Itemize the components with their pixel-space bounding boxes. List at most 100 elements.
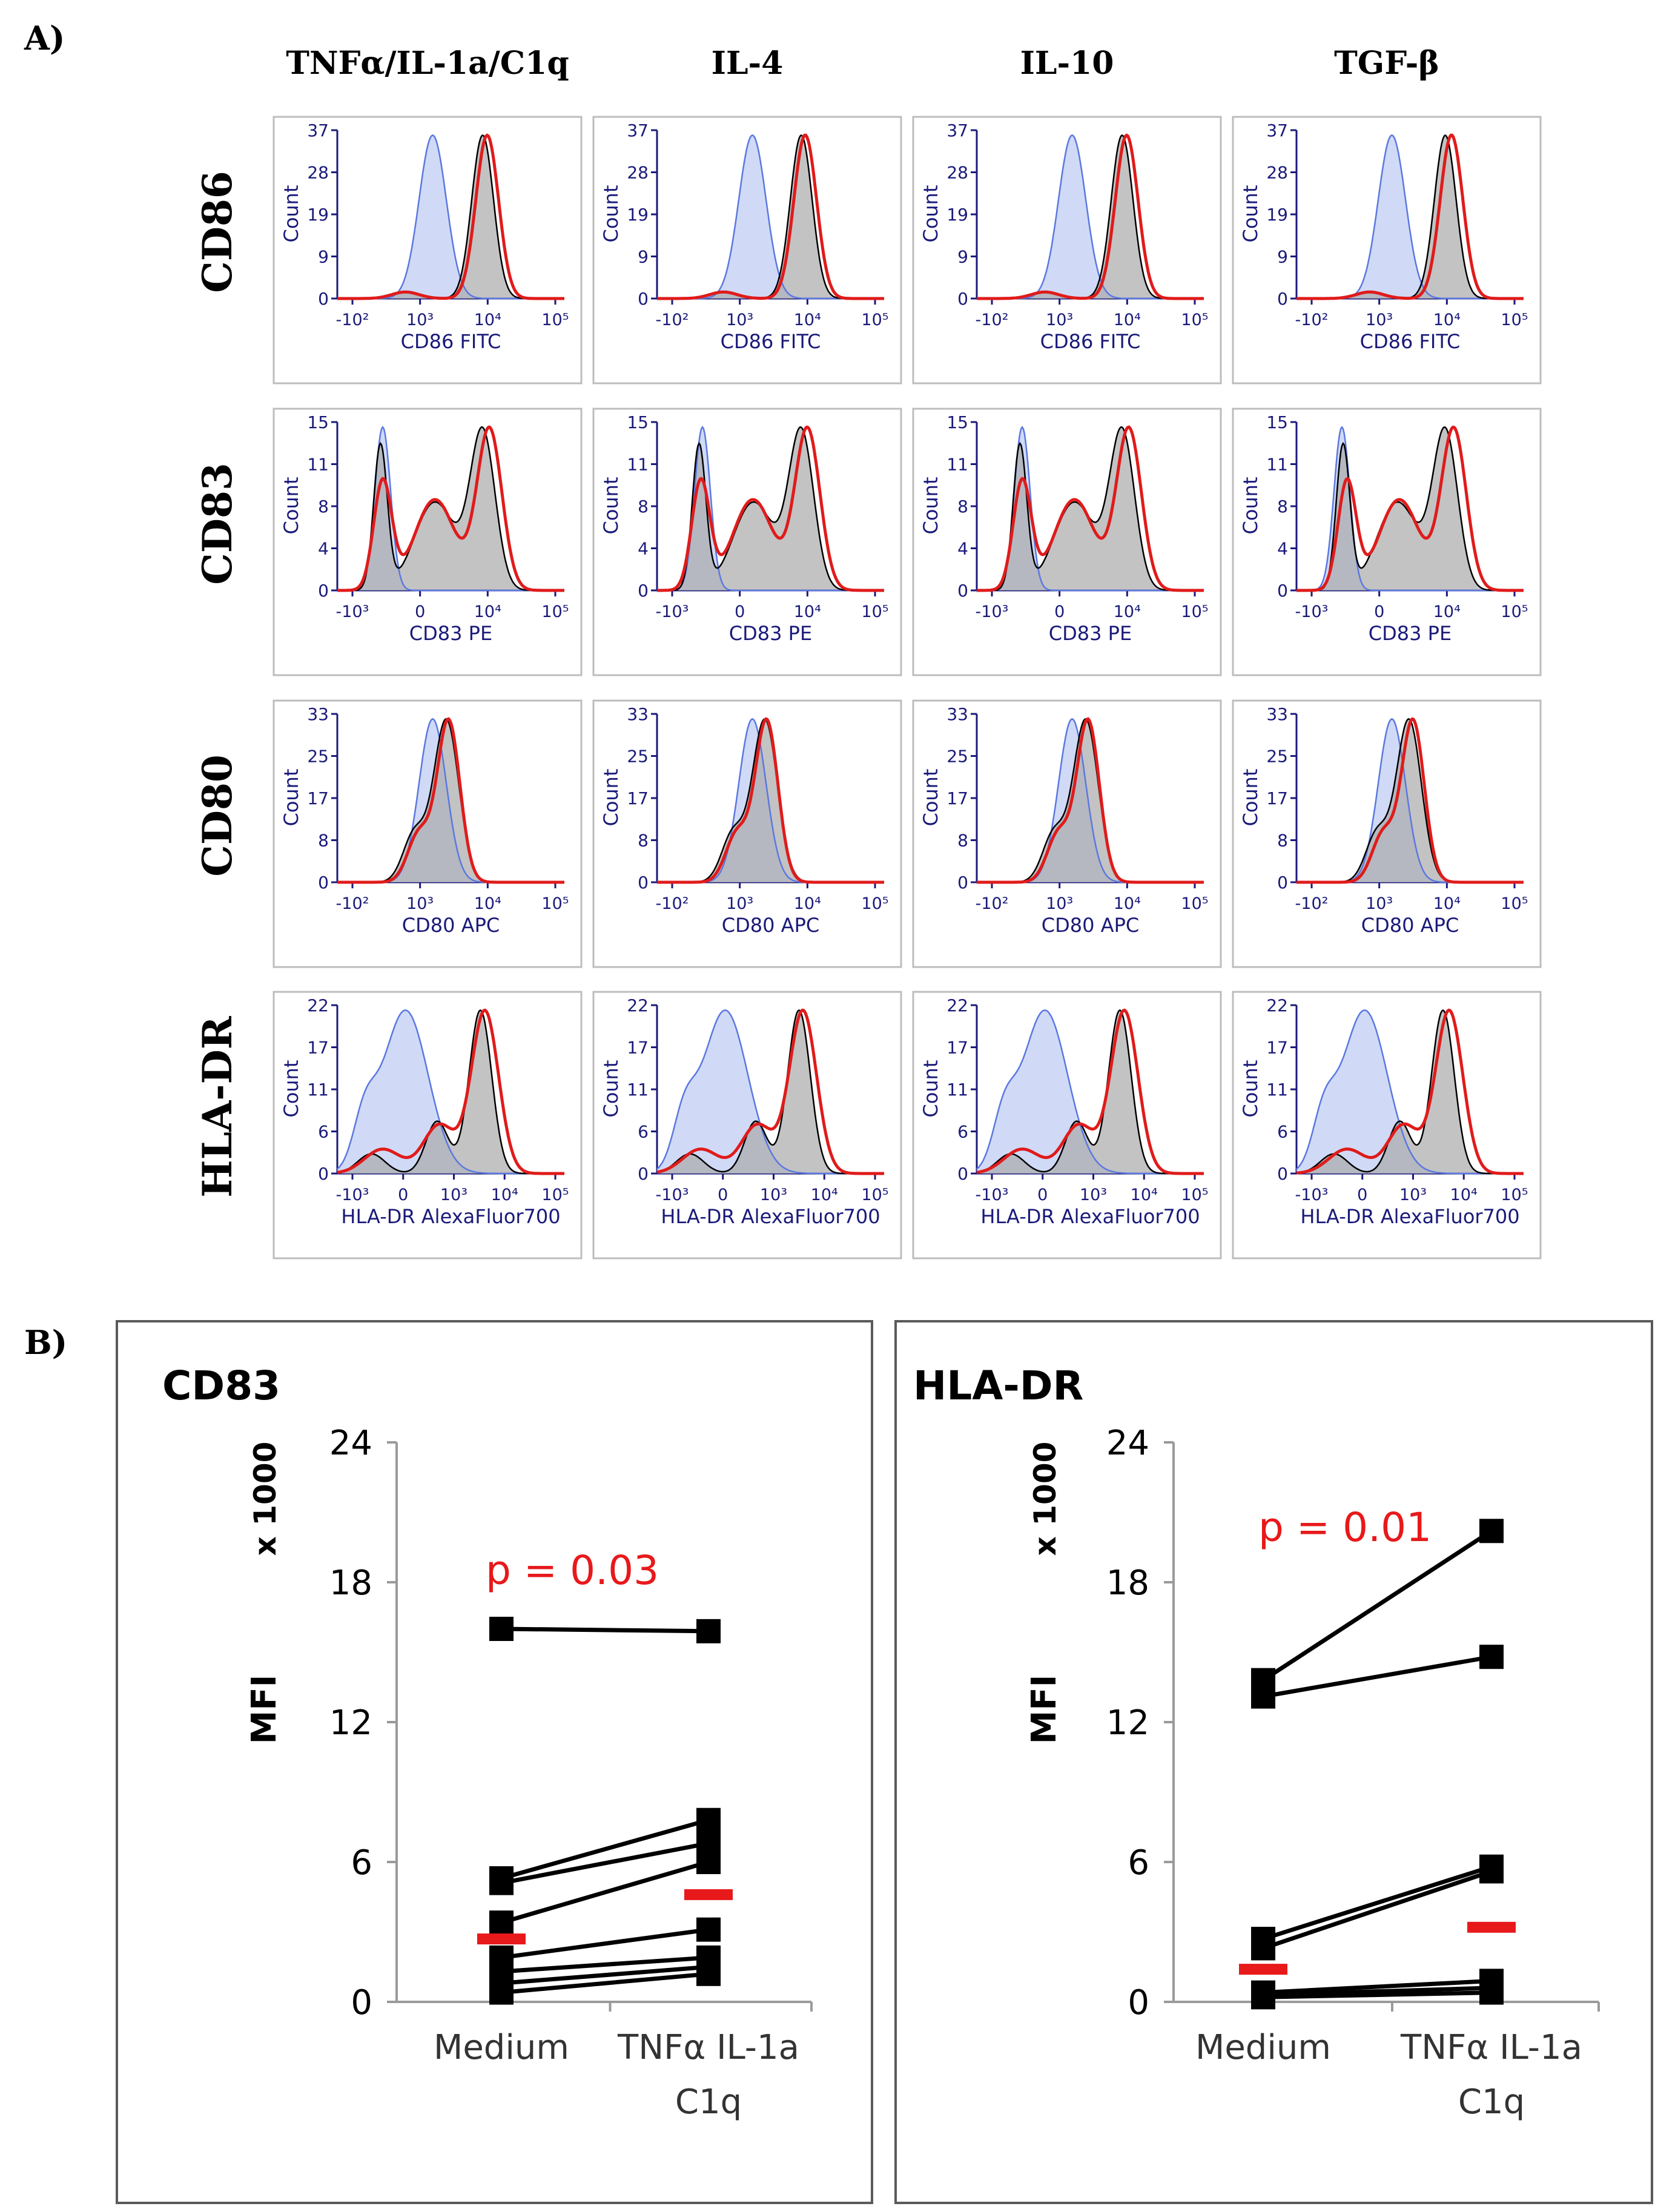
- chart-frame: [116, 1320, 873, 2204]
- treated-curve: [1296, 425, 1524, 592]
- histogram-y-tick-label: 11: [946, 1080, 968, 1100]
- histogram-y-tick-label: 4: [318, 539, 329, 559]
- donor-line: [501, 1626, 709, 1634]
- treated-curve: [337, 1008, 564, 1175]
- histogram-y-tick-label: 37: [627, 121, 649, 140]
- treated-curve: [977, 425, 1204, 592]
- histogram-x-tick-label: -10²: [656, 311, 689, 329]
- histogram-x-tick-label: 0: [415, 603, 425, 621]
- histogram-y-label: Count: [600, 477, 623, 534]
- isotype-fill: [657, 427, 884, 590]
- histogram-x-label: CD83 PE: [1369, 622, 1452, 645]
- chart-frame: [894, 1320, 1653, 2204]
- histogram-x-tick-label: 10⁴: [1114, 603, 1141, 621]
- y-tick-label: 24: [329, 1424, 372, 1463]
- histogram-x-tick-label: -10²: [656, 894, 689, 913]
- panel-a-label: A): [24, 19, 65, 58]
- histogram-panel: 0 4 8 11 15 Count -10³ 0 10⁴ 10⁵ CD83 PE: [592, 408, 902, 676]
- histogram-y-label: Count: [280, 477, 303, 534]
- histogram-y-tick-label: 8: [638, 497, 649, 517]
- histogram-x-tick-label: 10⁵: [1181, 1186, 1208, 1204]
- donor-line: [1263, 1978, 1492, 1995]
- p-value: p = 0.01: [1258, 1504, 1432, 1551]
- histogram-x-tick-label: 10⁴: [794, 603, 821, 621]
- donor-line: [501, 1841, 709, 1886]
- histogram-x-label: HLA-DR AlexaFluor700: [661, 1205, 880, 1228]
- condition-header: TNFα/IL-1a/C1q: [286, 45, 569, 82]
- histogram-x-tick-label: 10⁴: [1450, 1186, 1478, 1204]
- histogram-y-label: Count: [600, 1060, 623, 1117]
- histogram-y-label: Count: [280, 1060, 303, 1117]
- treated-curve: [337, 717, 564, 884]
- isotype-fill: [977, 427, 1204, 590]
- histogram-x-tick-label: 0: [1037, 1186, 1048, 1204]
- histogram-y-tick-label: 19: [946, 205, 968, 225]
- histogram-x-tick-label: 10⁴: [1131, 1186, 1158, 1204]
- histogram-y-tick-label: 17: [627, 788, 649, 808]
- histogram-x-tick-label: 10⁵: [541, 311, 569, 329]
- histogram-y-tick-label: 17: [627, 1038, 649, 1058]
- treated-curve: [977, 717, 1204, 884]
- y-axis-label: MFI: [245, 1675, 284, 1745]
- histogram-x-tick-label: -10³: [976, 1186, 1009, 1204]
- data-point: [1479, 1980, 1504, 2005]
- x-category-sublabel: C1q: [1458, 2082, 1525, 2122]
- histogram-panel: 0 9 19 28 37 Count -10² 10³ 10⁴ 10⁵ CD86 FITC: [273, 116, 583, 385]
- histogram-x-tick-label: 10⁵: [861, 894, 888, 913]
- histogram-panel: 0 9 19 28 37 Count -10² 10³ 10⁴ 10⁵ CD86 FITC: [912, 116, 1222, 385]
- histogram-x-tick-label: 10⁵: [1501, 1186, 1528, 1204]
- histogram-y-tick-label: 0: [1277, 581, 1288, 601]
- treated-curve: [337, 425, 564, 592]
- histogram-x-label: CD83 PE: [409, 622, 492, 645]
- histogram-x-tick-label: 10⁴: [1114, 311, 1141, 329]
- histogram-x-tick-label: 10⁵: [861, 311, 888, 329]
- donor-line: [501, 1818, 709, 1881]
- histogram-y-tick-label: 17: [1266, 1038, 1288, 1058]
- histogram-x-tick-label: 10⁴: [474, 603, 501, 621]
- histogram-y-tick-label: 22: [946, 995, 968, 1015]
- histogram-x-tick-label: 10⁴: [1433, 603, 1461, 621]
- histogram-y-label: Count: [600, 768, 623, 826]
- hladr-mfi-chart: HLA-DR 0 6 12 18 24 MFI x 1000 p = 0.01 Medium TNF…: [894, 1320, 1653, 2204]
- histogram-x-tick-label: -10³: [656, 1186, 689, 1204]
- histogram-y-tick-label: 0: [318, 873, 329, 893]
- histogram-y-tick-label: 11: [307, 455, 329, 475]
- data-point: [489, 1617, 514, 1641]
- histogram-y-tick-label: 4: [1277, 539, 1288, 559]
- histogram-x-tick-label: 0: [1054, 603, 1065, 621]
- isotype-fill: [977, 1010, 1204, 1174]
- histogram-x-tick-label: 10⁴: [474, 311, 501, 329]
- histogram-y-tick-label: 28: [627, 163, 649, 183]
- histogram-y-tick-label: 0: [1277, 289, 1288, 309]
- histogram-x-tick-label: 10⁴: [1433, 894, 1461, 913]
- median-marker: [684, 1889, 733, 1900]
- medium-fill: [657, 719, 884, 882]
- histogram-x-label: CD86 FITC: [1040, 330, 1141, 353]
- histogram-x-tick-label: -10³: [976, 603, 1009, 621]
- histogram-x-tick-label: 10³: [1366, 311, 1393, 329]
- histogram-y-label: Count: [919, 185, 942, 242]
- marker-label: CD83: [194, 463, 241, 585]
- histogram-panel: 0 9 19 28 37 Count -10² 10³ 10⁴ 10⁵ CD86 FITC: [592, 116, 902, 385]
- chart-title: CD83: [162, 1362, 280, 1409]
- y-axis-unit: x 1000: [1028, 1442, 1063, 1556]
- treated-curve: [656, 1008, 884, 1175]
- histogram-y-tick-label: 28: [307, 163, 329, 183]
- histogram-y-label: Count: [1239, 477, 1262, 534]
- x-category-label: Medium: [1195, 2028, 1331, 2067]
- histogram-y-tick-label: 22: [307, 995, 329, 1015]
- histogram-x-label: HLA-DR AlexaFluor700: [980, 1205, 1200, 1228]
- histogram-x-tick-label: 10⁴: [474, 894, 501, 913]
- histogram-y-tick-label: 4: [638, 539, 649, 559]
- treated-curve: [1296, 133, 1524, 300]
- y-tick-label: 18: [1106, 1563, 1149, 1603]
- histogram-x-tick-label: 10⁵: [541, 1186, 569, 1204]
- histogram-y-tick-label: 0: [638, 873, 649, 893]
- histogram-panel: 0 4 8 11 15 Count -10³ 0 10⁴ 10⁵ CD83 PE: [273, 408, 583, 676]
- histogram-x-tick-label: 10³: [406, 311, 434, 329]
- histogram-y-label: Count: [919, 477, 942, 534]
- histogram-x-label: CD86 FITC: [721, 330, 821, 353]
